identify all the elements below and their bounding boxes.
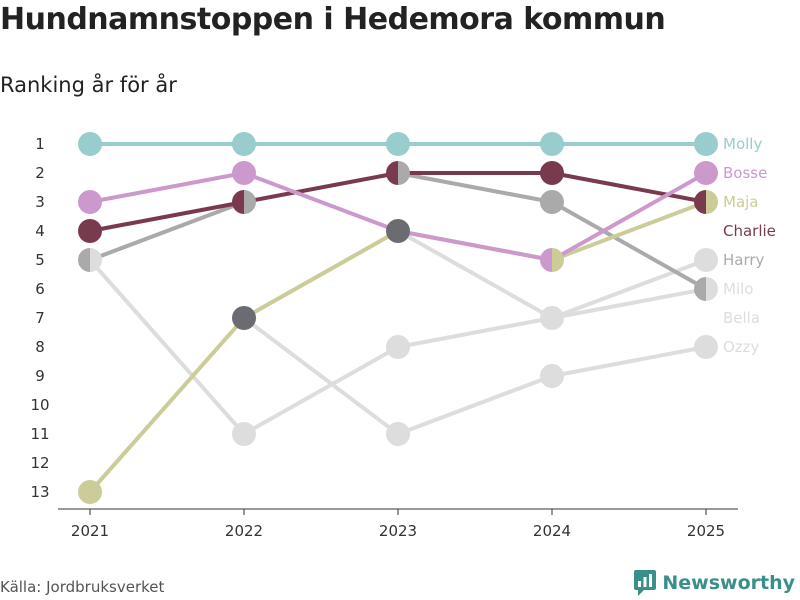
point-bella-2025 bbox=[694, 248, 718, 272]
y-tick-label-13: 13 bbox=[30, 483, 49, 501]
y-tick-label-11: 11 bbox=[30, 425, 49, 443]
point-harry-2023 bbox=[398, 161, 410, 185]
point-charlie-2022 bbox=[232, 190, 244, 214]
chart-title: Hundnamnstoppen i Hedemora kommun bbox=[0, 2, 666, 37]
brand-name: Newsworthy bbox=[662, 572, 795, 594]
point-maja-2025 bbox=[706, 190, 718, 214]
y-tick-label-6: 6 bbox=[35, 280, 45, 298]
point-harry-2024 bbox=[540, 190, 564, 214]
point-bella-2024 bbox=[552, 306, 564, 330]
point-harry-2022 bbox=[244, 190, 256, 214]
y-tick-label-4: 4 bbox=[35, 222, 45, 240]
end-label-milo: Milo bbox=[723, 280, 753, 298]
point-harry-2025 bbox=[694, 277, 706, 301]
point-milo-2022 bbox=[232, 422, 256, 446]
y-tick-label-7: 7 bbox=[35, 309, 45, 327]
point-molly-2022 bbox=[232, 132, 256, 156]
brand-logo[interactable]: Newsworthy bbox=[634, 570, 795, 596]
newsworthy-logo-icon bbox=[634, 570, 657, 596]
point-bosse-2024 bbox=[540, 248, 552, 272]
point-group-2022-rank-7 bbox=[232, 306, 256, 330]
point-molly-2025 bbox=[694, 132, 718, 156]
point-charlie-2024 bbox=[540, 161, 564, 185]
y-tick-label-8: 8 bbox=[35, 338, 45, 356]
y-tick-label-5: 5 bbox=[35, 251, 45, 269]
point-ozzy-2024 bbox=[540, 364, 564, 388]
x-tick-label-2025: 2025 bbox=[687, 522, 725, 540]
y-tick-label-10: 10 bbox=[30, 396, 49, 414]
x-tick-label-2022: 2022 bbox=[225, 522, 263, 540]
y-tick-label-9: 9 bbox=[35, 367, 45, 385]
point-maja-2021 bbox=[78, 480, 102, 504]
y-tick-label-2: 2 bbox=[35, 164, 45, 182]
point-molly-2021 bbox=[78, 132, 102, 156]
point-milo-2024 bbox=[540, 306, 552, 330]
end-label-ozzy: Ozzy bbox=[723, 338, 760, 356]
x-tick-label-2021: 2021 bbox=[71, 522, 109, 540]
end-label-molly: Molly bbox=[723, 135, 762, 153]
point-group-2023-rank-4 bbox=[386, 219, 410, 243]
point-bosse-2025 bbox=[694, 161, 718, 185]
end-label-harry: Harry bbox=[723, 251, 765, 269]
end-label-bosse: Bosse bbox=[723, 164, 767, 182]
point-charlie-2023 bbox=[386, 161, 398, 185]
x-tick-label-2024: 2024 bbox=[533, 522, 571, 540]
chart-subtitle: Ranking år för år bbox=[0, 73, 177, 97]
point-bosse-2021 bbox=[78, 190, 102, 214]
end-label-charlie: Charlie bbox=[723, 222, 776, 240]
y-tick-label-1: 1 bbox=[35, 135, 45, 153]
point-milo-2023 bbox=[386, 335, 410, 359]
point-ozzy-2023 bbox=[386, 422, 410, 446]
point-molly-2024 bbox=[540, 132, 564, 156]
point-maja-2024 bbox=[552, 248, 564, 272]
point-bosse-2022 bbox=[232, 161, 256, 185]
point-molly-2023 bbox=[386, 132, 410, 156]
point-ozzy-2025 bbox=[694, 335, 718, 359]
point-milo-2021 bbox=[90, 248, 102, 272]
x-tick-label-2023: 2023 bbox=[379, 522, 417, 540]
end-label-bella: Bella bbox=[723, 309, 760, 327]
point-milo-2025 bbox=[706, 277, 718, 301]
source-note: Källa: Jordbruksverket bbox=[0, 578, 165, 596]
y-tick-label-12: 12 bbox=[30, 454, 49, 472]
end-label-maja: Maja bbox=[723, 193, 759, 211]
point-harry-2021 bbox=[78, 248, 90, 272]
series-line-ozzy bbox=[242, 316, 707, 436]
point-charlie-2025 bbox=[694, 190, 706, 214]
y-tick-label-3: 3 bbox=[35, 193, 45, 211]
point-charlie-2021 bbox=[78, 219, 102, 243]
